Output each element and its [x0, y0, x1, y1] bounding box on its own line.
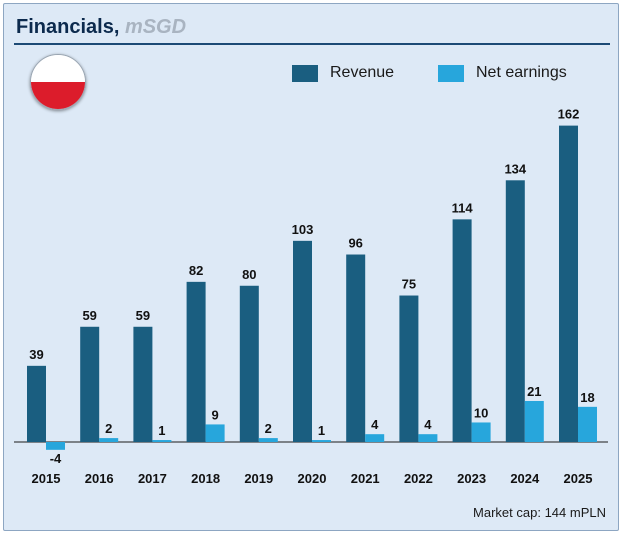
revenue-value-label: 103: [292, 222, 314, 237]
legend-swatch-revenue: [292, 65, 318, 82]
net-earnings-value-label: 1: [158, 423, 165, 438]
revenue-bar: [186, 281, 206, 442]
year-tick-label: 2025: [564, 471, 593, 486]
year-tick-label: 2017: [138, 471, 167, 486]
net-earnings-value-label: 21: [527, 384, 541, 399]
title-text: Financials,: [16, 16, 120, 38]
revenue-value-label: 114: [452, 200, 474, 215]
net-earnings-value-label: 4: [371, 417, 379, 432]
revenue-bar: [239, 285, 259, 442]
year-tick-label: 2015: [32, 471, 61, 486]
revenue-bar: [80, 326, 100, 442]
net-earnings-bar: [205, 424, 225, 442]
revenue-bar: [133, 326, 153, 442]
year-tick-label: 2016: [85, 471, 114, 486]
revenue-value-label: 80: [242, 267, 256, 282]
revenue-bar: [452, 219, 472, 442]
chart-card: Financials, mSGD Revenue Net earnings 39…: [3, 3, 619, 531]
revenue-value-label: 75: [402, 277, 416, 292]
net-earnings-value-label: 1: [318, 423, 325, 438]
title-divider: [14, 43, 610, 45]
title-unit: mSGD: [124, 16, 187, 38]
revenue-value-label: 134: [504, 161, 526, 176]
bar-chart: 39 -4 2015 59 2 2016 59 1 2017 82 9 2018 80 2 2019 103 1…: [14, 107, 608, 486]
revenue-value-label: 82: [189, 263, 203, 278]
revenue-value-label: 162: [558, 107, 580, 122]
revenue-value-label: 59: [82, 308, 96, 323]
revenue-bar: [505, 180, 525, 442]
revenue-value-label: 59: [136, 308, 150, 323]
revenue-bar: [293, 240, 312, 442]
net-earnings-value-label: 2: [105, 421, 112, 436]
net-earnings-bar: [99, 438, 119, 442]
year-tick-label: 2023: [457, 471, 486, 486]
revenue-bar: [27, 365, 46, 442]
net-earnings-bar: [471, 422, 491, 442]
revenue-value-label: 39: [29, 347, 43, 362]
legend-label-net-earnings: Net earnings: [476, 64, 567, 81]
revenue-bar: [346, 254, 366, 442]
year-tick-label: 2019: [244, 471, 273, 486]
net-earnings-bar: [365, 434, 385, 442]
year-tick-label: 2022: [404, 471, 433, 486]
net-earnings-value-label: 10: [474, 405, 488, 420]
net-earnings-bar: [578, 406, 597, 442]
revenue-bar: [559, 125, 578, 442]
net-earnings-bar: [524, 400, 544, 442]
legend-swatch-net-earnings: [438, 65, 464, 82]
net-earnings-value-label: 4: [424, 417, 432, 432]
revenue-bar: [399, 295, 419, 442]
net-earnings-value-label: 18: [580, 390, 594, 405]
year-tick-label: 2018: [191, 471, 220, 486]
legend-label-revenue: Revenue: [330, 64, 395, 81]
market-cap-note: Market cap: 144 mPLN: [473, 505, 606, 520]
net-earnings-bar: [312, 440, 331, 442]
year-tick-label: 2024: [510, 471, 540, 486]
year-tick-label: 2021: [351, 471, 380, 486]
net-earnings-bar: [418, 434, 438, 442]
net-earnings-value-label: 9: [211, 407, 218, 422]
revenue-value-label: 96: [348, 236, 362, 251]
chart-title: Financials, mSGD: [16, 16, 186, 39]
net-earnings-value-label: -4: [50, 451, 62, 466]
net-earnings-bar: [258, 438, 278, 442]
net-earnings-bar: [46, 442, 65, 450]
year-tick-label: 2020: [298, 471, 327, 486]
net-earnings-bar: [152, 440, 172, 442]
net-earnings-value-label: 2: [265, 421, 272, 436]
